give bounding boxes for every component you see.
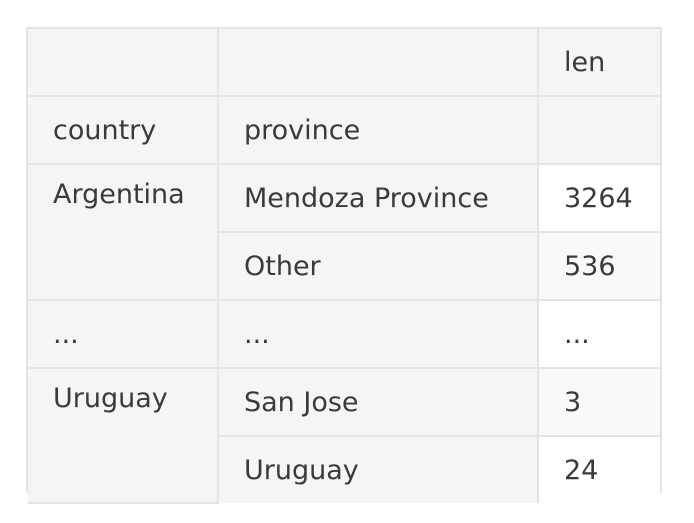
- column-header-row: len: [28, 29, 660, 97]
- province-index-cell: San Jose: [217, 367, 539, 437]
- blank-header-cell: [28, 29, 219, 97]
- dataframe-table-container: len country province Argentina Mendoza P…: [26, 27, 662, 504]
- len-column-header: len: [537, 29, 660, 97]
- country-index-header: country: [28, 95, 219, 165]
- blank-header-cell: [217, 29, 539, 97]
- dataframe-table: len country province Argentina Mendoza P…: [28, 29, 660, 504]
- len-value-cell: 3: [537, 367, 660, 437]
- country-index-cell: Argentina: [28, 163, 219, 301]
- province-index-cell: Other: [218, 231, 539, 301]
- len-value-cell: 536: [537, 231, 660, 301]
- province-index-header: province: [217, 95, 539, 165]
- table-row: Uruguay San Jose 3: [28, 367, 660, 504]
- province-index-cell: Uruguay: [218, 435, 539, 503]
- table-row: Uruguay 24: [28, 435, 660, 503]
- province-index-cell: ...: [217, 299, 539, 369]
- country-index-cell: ...: [28, 299, 219, 369]
- len-value-cell: 3264: [537, 163, 660, 233]
- len-value-cell: ...: [537, 299, 660, 369]
- len-value-cell: 24: [537, 435, 660, 503]
- blank-header-cell: [537, 95, 660, 165]
- table-row: Argentina Mendoza Province 3264: [28, 163, 660, 301]
- table-row: Other 536: [28, 231, 660, 301]
- index-header-row: country province: [28, 95, 660, 165]
- province-index-cell: Mendoza Province: [217, 163, 539, 233]
- country-index-cell: Uruguay: [28, 367, 219, 504]
- ellipsis-row: ... ... ...: [28, 299, 660, 369]
